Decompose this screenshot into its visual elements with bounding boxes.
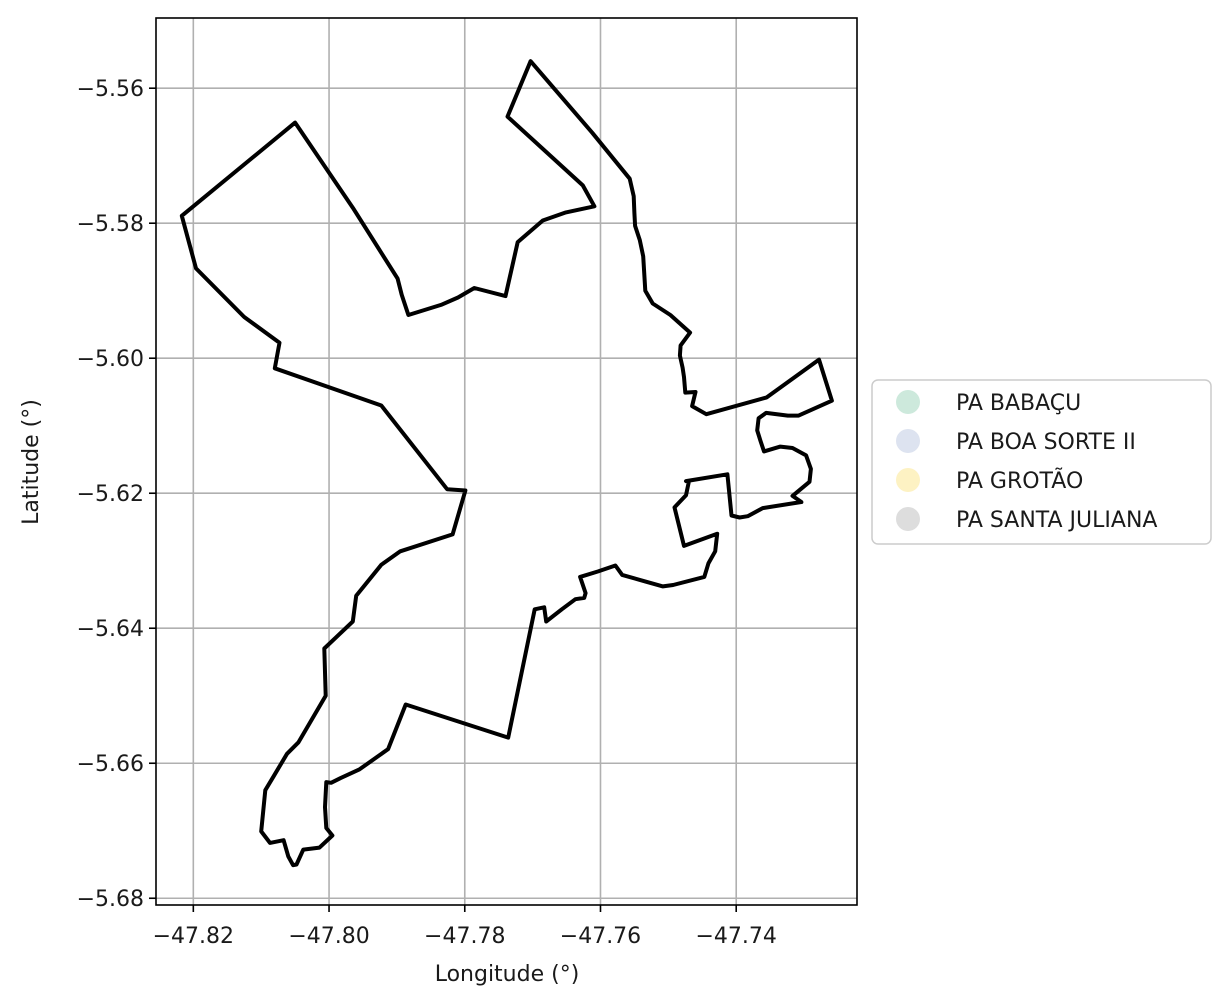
x-tick-label: −47.82 [153,924,234,949]
axes-frame [155,17,858,906]
legend-marker [896,390,920,414]
settlement-boundary-outline [179,59,834,868]
x-axis-label: Longitude (°) [435,962,580,987]
y-tick-label: −5.58 [77,212,144,237]
legend-label: PA GROTÃO [956,467,1083,494]
gridlines [156,18,857,905]
legend-marker [896,429,920,453]
legend-label: PA SANTA JULIANA [956,508,1157,533]
y-tick-label: −5.64 [77,617,144,642]
y-tick-label: −5.62 [77,482,144,507]
x-tick-label: −47.74 [695,924,776,949]
y-tick-label: −5.60 [77,347,144,372]
y-tick-label: −5.68 [77,887,144,912]
x-tick-label: −47.80 [288,924,369,949]
y-tick-label: −5.66 [77,752,144,777]
x-tick-label: −47.78 [424,924,505,949]
x-tick-label: −47.76 [560,924,641,949]
legend: PA BABAÇU PA BOA SORTE II PA GROTÃO PA SANT… [871,379,1212,545]
legend-label: PA BABAÇU [956,391,1081,416]
y-tick-label: −5.56 [77,77,144,102]
x-axis-ticks: −47.82 −47.80 −47.78 −47.76 −47.74 [153,905,777,949]
legend-label: PA BOA SORTE II [956,430,1136,455]
legend-frame [871,379,1212,545]
y-axis-label: Latitude (°) [19,399,44,525]
legend-marker [896,468,920,492]
legend-marker [896,507,920,531]
y-axis-ticks: −5.56 −5.58 −5.60 −5.62 −5.64 −5.66 −5.68 [77,77,156,912]
legend-entries: PA BABAÇU PA BOA SORTE II PA GROTÃO PA SANT… [896,390,1157,533]
